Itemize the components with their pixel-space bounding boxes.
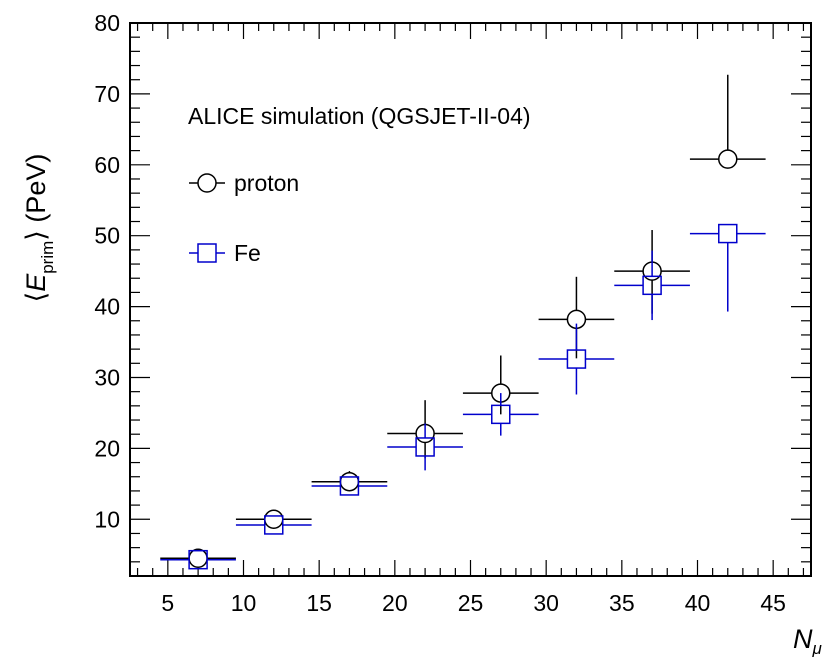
data-point-proton: [339, 471, 360, 492]
x-tick-label: 15: [306, 590, 332, 616]
y-tick-label: 30: [94, 364, 120, 390]
x-axis-label-sub: μ: [812, 639, 823, 658]
x-tick-label: 30: [533, 590, 559, 616]
y-tick-label: 20: [94, 435, 120, 461]
legend-item-proton: proton: [189, 170, 299, 196]
data-point-fe: [718, 223, 738, 244]
x-tick-label: 20: [382, 590, 408, 616]
data-point-fe: [642, 275, 662, 296]
minor-ticks: [130, 23, 811, 577]
tick-labels: 5 10 15 20 25 30 35 40 45 10 20 30 40 50 60 70 80: [94, 10, 786, 616]
major-ticks: [130, 22, 811, 576]
legend-marker-square: [197, 243, 217, 263]
x-tick-label: 5: [161, 590, 174, 616]
x-tick-label: 45: [760, 590, 786, 616]
annotation-text: ALICE simulation (QGSJET-II-04): [188, 103, 531, 129]
y-tick-label: 80: [94, 10, 120, 36]
y-tick-label: 70: [94, 81, 120, 107]
y-tick-label: 50: [94, 223, 120, 249]
y-tick-label: 10: [94, 506, 120, 532]
legend-marker-circle: [197, 173, 217, 193]
data-point-proton: [264, 509, 284, 530]
legend-label: proton: [234, 170, 299, 196]
y-axis-label-prefix: ⟨: [21, 292, 51, 303]
data-point-proton: [188, 548, 208, 569]
data-point-fe: [566, 349, 587, 369]
legend-label: Fe: [234, 240, 261, 266]
y-axis-label-suffix: ⟩ (PeV): [21, 154, 51, 241]
legend: proton Fe: [189, 170, 299, 266]
y-axis-label: ⟨Eprim⟩ (PeV): [21, 154, 57, 303]
data-point-fe: [491, 404, 511, 425]
y-tick-label: 60: [94, 152, 120, 178]
y-axis-label-sub: prim: [38, 241, 57, 274]
series-proton: [160, 74, 766, 569]
data-point-proton: [718, 149, 738, 169]
data-point-fe: [264, 515, 284, 535]
x-axis-label: Nμ: [793, 624, 823, 658]
series-fe: [160, 223, 766, 570]
y-tick-label: 40: [94, 294, 120, 320]
y-axis-label-main: E: [21, 273, 51, 292]
x-axis-label-main: N: [793, 624, 813, 654]
series-layer: [160, 74, 766, 570]
data-point-fe: [188, 549, 208, 570]
x-tick-label: 35: [609, 590, 635, 616]
x-tick-label: 10: [231, 590, 257, 616]
x-tick-label: 40: [685, 590, 711, 616]
plot-frame: [129, 22, 812, 577]
legend-item-fe: Fe: [189, 240, 261, 266]
data-point-fe: [339, 476, 360, 496]
data-point-fe: [415, 437, 435, 457]
x-tick-label: 25: [458, 590, 484, 616]
